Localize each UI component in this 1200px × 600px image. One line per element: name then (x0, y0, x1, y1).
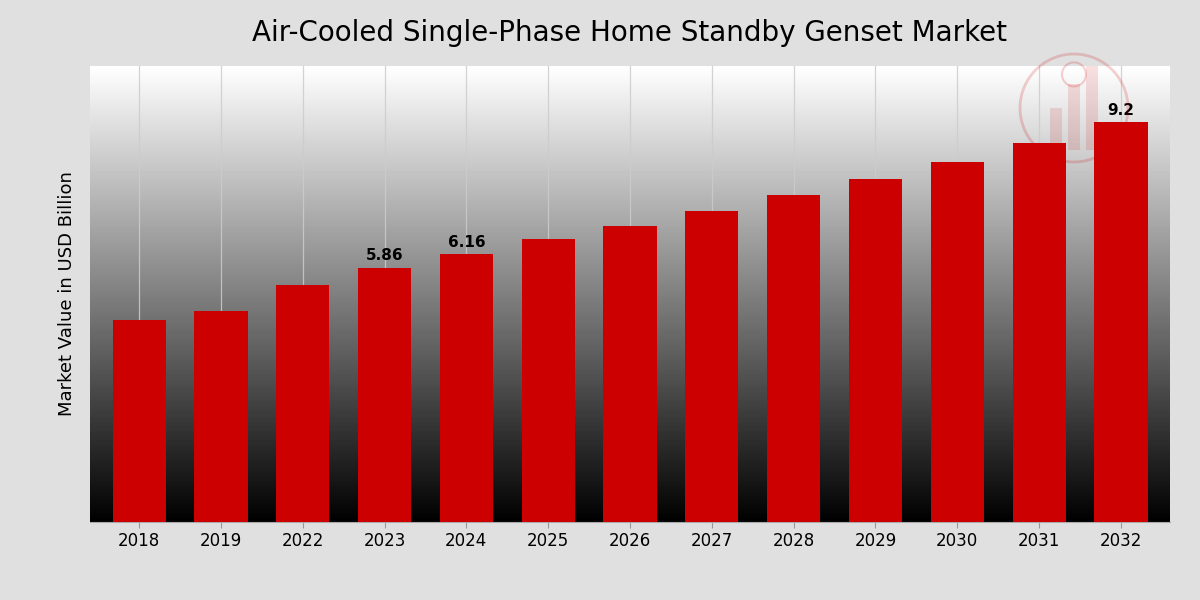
Text: 5.86: 5.86 (366, 248, 403, 263)
Bar (1013, 143, 1066, 522)
Y-axis label: Market Value in USD Billion: Market Value in USD Billion (58, 172, 76, 416)
Bar (439, 254, 493, 522)
Bar (1094, 122, 1147, 522)
Bar (685, 211, 738, 522)
Title: Air-Cooled Single-Phase Home Standby Genset Market: Air-Cooled Single-Phase Home Standby Gen… (252, 19, 1008, 47)
Bar (113, 320, 166, 522)
Bar (931, 161, 984, 522)
Bar (604, 226, 656, 522)
Bar (358, 268, 412, 522)
Bar (522, 239, 575, 522)
Bar (767, 196, 821, 522)
Bar (848, 179, 902, 522)
Text: 9.2: 9.2 (1108, 103, 1134, 118)
Text: 6.16: 6.16 (448, 235, 485, 250)
Bar (194, 311, 247, 522)
Bar (276, 286, 329, 522)
